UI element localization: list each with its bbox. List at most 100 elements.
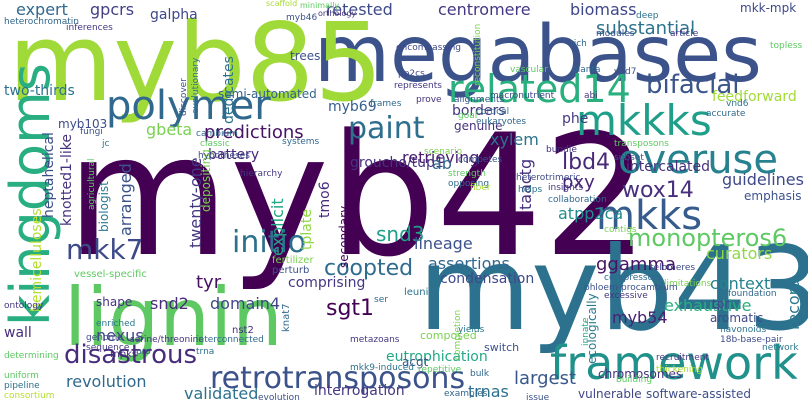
word: vnd7 (614, 67, 637, 77)
word: minimally (300, 1, 340, 10)
word: competes (458, 155, 503, 165)
word: myb43 (418, 222, 808, 357)
word: ggamma (596, 254, 676, 275)
word: gbeta (146, 120, 193, 139)
word: represents (394, 81, 442, 91)
word: knat7 (281, 303, 292, 332)
word: evolution (258, 393, 300, 403)
word: coopted (324, 256, 414, 281)
word: battery (208, 147, 260, 163)
word: curators (706, 244, 773, 263)
word: abi (584, 91, 598, 101)
word: frames (370, 99, 402, 109)
word: mkks (596, 193, 703, 239)
word: thickening (656, 365, 703, 375)
word: largest (514, 368, 577, 389)
word: trnas (468, 382, 509, 401)
word: excessive (604, 291, 648, 301)
word: modules (596, 29, 635, 39)
word: orthology (318, 9, 357, 18)
word: expert (16, 0, 68, 19)
word: vnd6 (726, 99, 749, 109)
word: strength (448, 169, 486, 179)
word: interconnected (196, 335, 264, 345)
word: alignments (454, 95, 505, 105)
word: vascular (510, 65, 548, 75)
word: galpha (150, 7, 198, 23)
word: vessel-specific (74, 269, 147, 280)
word: examples (444, 389, 488, 399)
word: pro (136, 347, 151, 357)
word: validated (184, 384, 259, 403)
word: agricultural (87, 158, 97, 210)
word: innate (581, 317, 591, 347)
word: contigs (604, 225, 637, 235)
word: snd2 (150, 294, 189, 313)
word: cambium (196, 129, 238, 139)
word: groucho/tup1 (350, 155, 444, 171)
word: semi-automated (218, 87, 317, 101)
word: myb85 (8, 1, 384, 126)
word: discover (179, 78, 189, 116)
word: fertilizer (272, 255, 314, 266)
word: mkk9-induced (350, 363, 414, 373)
word: limitations (664, 279, 712, 289)
word: uniform (4, 371, 39, 381)
word: secondary (337, 205, 351, 268)
word: collaboration (548, 195, 607, 205)
word: planta (572, 65, 601, 75)
word: serine/threonine (130, 335, 204, 345)
word: initio (232, 225, 307, 260)
word: shape (96, 295, 133, 309)
word: subset (614, 153, 644, 163)
word: phe (562, 111, 589, 127)
word: repetitive (418, 365, 462, 375)
word: lineage (414, 234, 473, 253)
word: heterochromatin (4, 17, 79, 27)
word: bulk (470, 369, 490, 379)
word: reconstitution (473, 23, 483, 86)
word: mkk-mpk (740, 1, 797, 15)
word: issue (526, 393, 550, 403)
word: telomeres (650, 263, 696, 273)
word: recruitment (656, 353, 709, 363)
word: tplate (299, 209, 315, 250)
word: network (762, 343, 799, 353)
word: genome (86, 333, 123, 343)
word: comprising (288, 275, 366, 291)
word: biomass (570, 0, 637, 19)
word: retrotransposons (210, 361, 466, 396)
word: gpcrs (90, 0, 135, 19)
word: foundation (728, 289, 777, 299)
word: deep (636, 11, 659, 21)
word: sgt1 (326, 296, 375, 321)
word: emphasis (744, 189, 802, 203)
word: trees (290, 49, 321, 63)
word: eukaryotes (476, 117, 527, 127)
word: heterotrimeric (516, 173, 581, 183)
word: feedforward (712, 89, 797, 105)
word: cortical (476, 107, 510, 117)
word: dedicates (221, 56, 237, 124)
word: assertions (428, 254, 510, 273)
word: related14 (448, 67, 631, 111)
word: scenario (424, 147, 463, 157)
word: snd3 (376, 222, 425, 246)
word: mpks (110, 349, 138, 360)
word: enriched (96, 319, 136, 329)
word: accurate (706, 109, 746, 119)
word: chromosomes (598, 367, 683, 381)
word: myb42 (66, 98, 650, 294)
word: article (670, 29, 699, 39)
word: disastrous (64, 340, 197, 370)
word: acgt (402, 355, 429, 369)
word: hemicelluloses (29, 208, 45, 312)
word: context (710, 274, 771, 293)
word: corepressors (604, 273, 662, 283)
word: metazoans (350, 335, 400, 345)
word: lbd4 (562, 150, 611, 175)
word: building (616, 375, 653, 385)
word: insights (548, 183, 584, 193)
word: intercalated (626, 159, 711, 175)
